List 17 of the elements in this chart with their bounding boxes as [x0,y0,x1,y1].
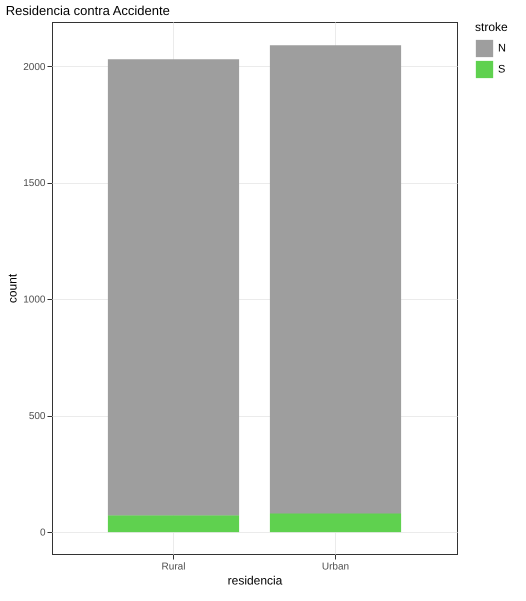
bar [270,45,402,514]
y-tick-label: 1500 [23,178,46,190]
bar [270,513,402,532]
bar [108,515,240,532]
legend-title: stroke [475,20,508,34]
y-tick-label: 2000 [23,62,46,73]
y-axis-title: count [5,273,20,304]
legend-label: S [498,64,506,76]
chart-title: Residencia contra Accidente [6,3,170,18]
bar [108,59,240,516]
legend-label: N [498,42,506,54]
x-tick-label: Urban [322,562,350,572]
y-tick-label: 500 [28,411,46,422]
y-tick-label: 1000 [23,294,46,306]
x-tick-label: Rural [162,562,186,572]
y-tick-label: 0 [40,528,46,539]
x-axis-title: residencia [228,574,283,588]
